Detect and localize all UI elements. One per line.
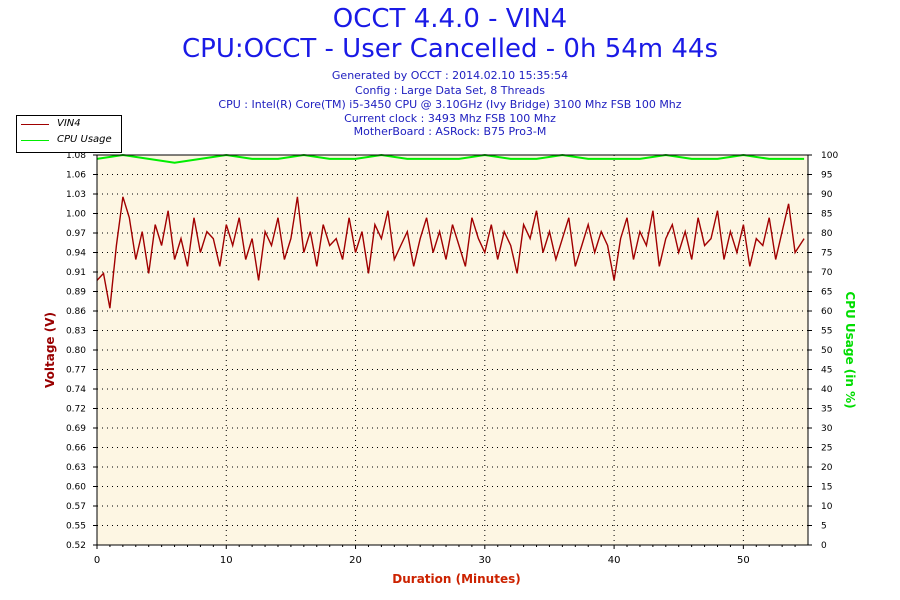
x-tick-label: 20 bbox=[349, 555, 362, 566]
y2-tick-label: 90 bbox=[821, 190, 833, 200]
y-tick-label: 1.03 bbox=[66, 190, 86, 200]
info-clock: Current clock : 3493 Mhz FSB 100 Mhz bbox=[344, 112, 556, 125]
series-line-vin4 bbox=[96, 196, 805, 309]
chart-title: OCCT 4.4.0 - VIN4 bbox=[332, 4, 568, 34]
y2-tick-label: 5 bbox=[821, 522, 827, 532]
x-axis-label: Duration (Minutes) bbox=[392, 572, 520, 586]
x-tick-label: 10 bbox=[220, 555, 233, 566]
y2-tick-label: 100 bbox=[821, 151, 838, 161]
y2-tick-label: 40 bbox=[821, 385, 833, 395]
y-tick-label: 1.08 bbox=[66, 151, 86, 161]
y-tick-label: 1.00 bbox=[66, 210, 86, 220]
y-tick-label: 0.97 bbox=[66, 229, 86, 239]
y2-tick-label: 35 bbox=[821, 405, 832, 415]
y2-tick-label: 20 bbox=[821, 463, 833, 473]
x-tick-label: 0 bbox=[94, 555, 100, 566]
y2-tick-label: 30 bbox=[821, 424, 833, 434]
y2-tick-label: 85 bbox=[821, 210, 832, 220]
y2-tick-label: 95 bbox=[821, 171, 832, 181]
info-motherboard: MotherBoard : ASRock: B75 Pro3-M bbox=[353, 125, 547, 138]
plot-frame bbox=[96, 154, 809, 546]
legend-label-cpu-usage: CPU Usage bbox=[57, 134, 112, 145]
y2-tick-label: 45 bbox=[821, 366, 832, 376]
y-tick-label: 0.57 bbox=[66, 502, 86, 512]
y2-tick-label: 15 bbox=[821, 483, 832, 493]
y2-tick-label: 10 bbox=[821, 502, 833, 512]
y-tick-label: 0.77 bbox=[66, 366, 86, 376]
y2-tick-label: 25 bbox=[821, 444, 832, 454]
series-line-cpu-usage bbox=[96, 153, 805, 164]
y2-tick-label: 65 bbox=[821, 288, 832, 298]
y-tick-label: 0.52 bbox=[66, 541, 86, 551]
info-config: Config : Large Data Set, 8 Threads bbox=[355, 84, 545, 97]
y2-tick-label: 50 bbox=[821, 346, 833, 356]
legend-label-vin4: VIN4 bbox=[57, 118, 81, 129]
info-generated: Generated by OCCT : 2014.02.10 15:35:54 bbox=[331, 69, 569, 82]
x-tick-label: 40 bbox=[608, 555, 621, 566]
y2-tick-label: 60 bbox=[821, 307, 833, 317]
y-tick-label: 0.89 bbox=[66, 288, 86, 298]
y-tick-label: 0.55 bbox=[66, 522, 86, 532]
y-axis-label: Voltage (V) bbox=[43, 312, 57, 388]
y-tick-label: 0.83 bbox=[66, 327, 86, 337]
x-tick-label: 50 bbox=[737, 555, 750, 566]
y-tick-label: 1.06 bbox=[66, 171, 86, 181]
y-tick-label: 0.69 bbox=[66, 424, 86, 434]
x-tick-label: 30 bbox=[478, 555, 491, 566]
y2-tick-label: 55 bbox=[821, 327, 832, 337]
y-tick-label: 0.91 bbox=[66, 268, 86, 278]
y2-tick-label: 0 bbox=[821, 541, 827, 551]
y-tick-label: 0.60 bbox=[66, 483, 86, 493]
y-tick-label: 0.94 bbox=[66, 249, 86, 259]
legend-swatch-cpu-usage bbox=[21, 140, 49, 141]
y2-axis-label: CPU Usage (in %) bbox=[843, 291, 857, 408]
legend: VIN4 CPU Usage bbox=[16, 115, 122, 153]
y2-tick-label: 80 bbox=[821, 229, 833, 239]
info-cpu: CPU : Intel(R) Core(TM) i5-3450 CPU @ 3.… bbox=[218, 98, 682, 111]
y-tick-label: 0.86 bbox=[66, 307, 86, 317]
y-tick-label: 0.66 bbox=[66, 444, 86, 454]
legend-swatch-vin4 bbox=[21, 124, 49, 125]
y-tick-label: 0.74 bbox=[66, 385, 86, 395]
y2-tick-label: 70 bbox=[821, 268, 833, 278]
y-tick-label: 0.80 bbox=[66, 346, 86, 356]
y2-tick-label: 75 bbox=[821, 249, 832, 259]
chart-subtitle: CPU:OCCT - User Cancelled - 0h 54m 44s bbox=[181, 34, 719, 64]
y-tick-label: 0.72 bbox=[66, 405, 86, 415]
y-tick-label: 0.63 bbox=[66, 463, 86, 473]
